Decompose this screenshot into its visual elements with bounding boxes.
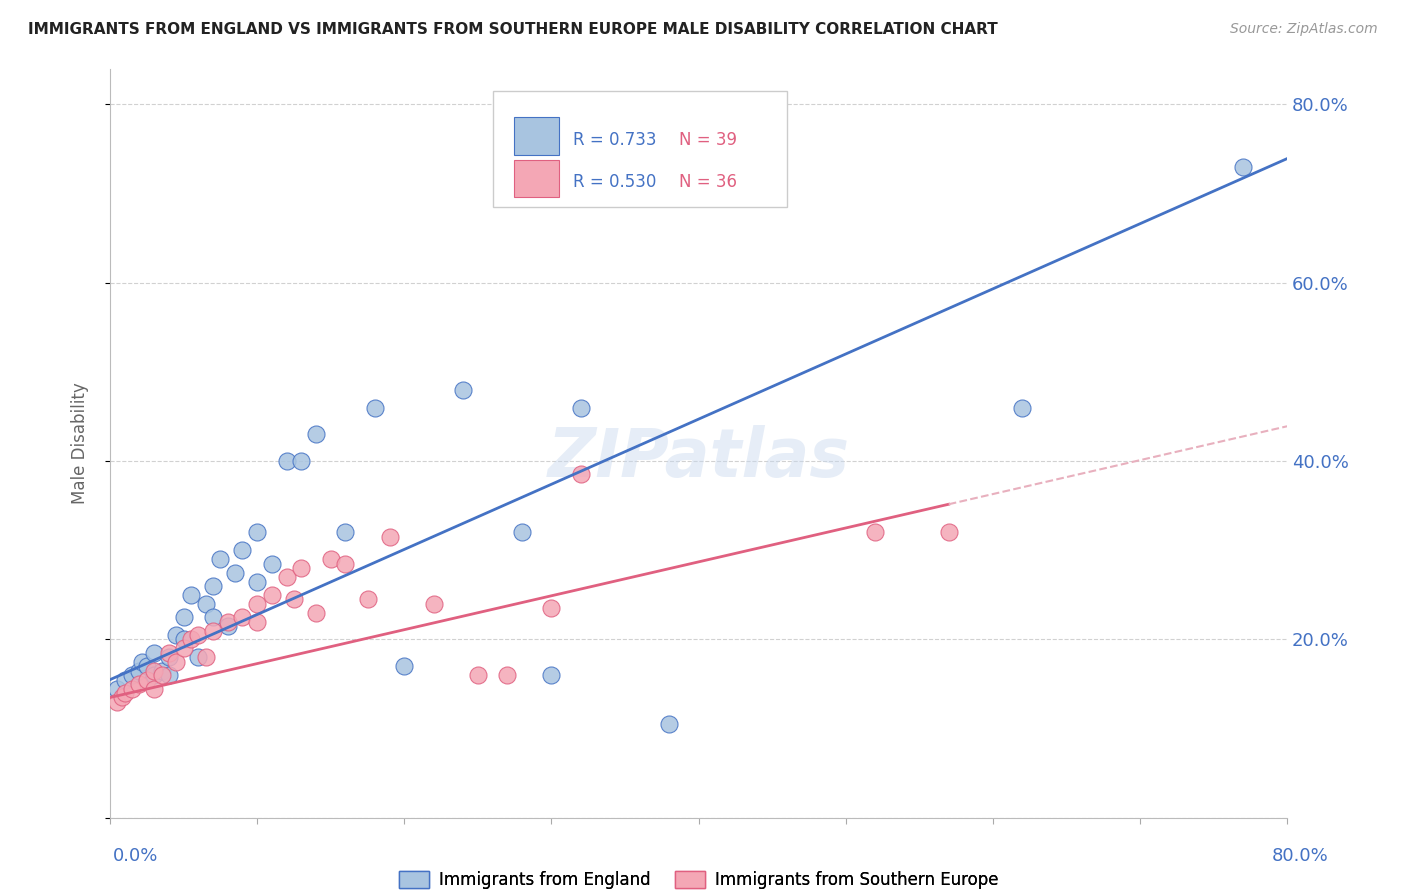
Point	[335, 525, 357, 540]
Point	[423, 597, 446, 611]
Point	[143, 664, 166, 678]
FancyBboxPatch shape	[513, 160, 558, 197]
Point	[194, 597, 217, 611]
Text: 80.0%: 80.0%	[1272, 847, 1329, 864]
Point	[143, 668, 166, 682]
Point	[180, 632, 202, 647]
Point	[111, 690, 134, 705]
Point	[209, 552, 232, 566]
Point	[290, 561, 312, 575]
Point	[246, 574, 269, 589]
Point	[135, 673, 157, 687]
Y-axis label: Male Disability: Male Disability	[72, 383, 89, 504]
Point	[1232, 160, 1254, 174]
Point	[107, 695, 129, 709]
Point	[187, 650, 209, 665]
Point	[260, 588, 283, 602]
Point	[246, 597, 269, 611]
Point	[202, 624, 225, 638]
Text: Source: ZipAtlas.com: Source: ZipAtlas.com	[1230, 22, 1378, 37]
Point	[202, 579, 225, 593]
Point	[180, 588, 202, 602]
Point	[319, 552, 342, 566]
Point	[510, 525, 533, 540]
Point	[335, 557, 357, 571]
Point	[157, 646, 180, 660]
Point	[378, 530, 401, 544]
Point	[938, 525, 960, 540]
Point	[157, 668, 180, 682]
Point	[246, 525, 269, 540]
Point	[121, 668, 143, 682]
Point	[187, 628, 209, 642]
Point	[173, 632, 195, 647]
Point	[128, 677, 150, 691]
Text: ZIPatlas: ZIPatlas	[547, 425, 849, 491]
Point	[290, 454, 312, 468]
Point	[569, 467, 592, 482]
Point	[305, 606, 328, 620]
Text: R = 0.733: R = 0.733	[572, 131, 657, 149]
Point	[394, 659, 416, 673]
Point	[150, 668, 173, 682]
Point	[540, 601, 562, 615]
Text: 0.0%: 0.0%	[112, 847, 157, 864]
Point	[194, 650, 217, 665]
Point	[276, 570, 298, 584]
Text: IMMIGRANTS FROM ENGLAND VS IMMIGRANTS FROM SOUTHERN EUROPE MALE DISABILITY CORRE: IMMIGRANTS FROM ENGLAND VS IMMIGRANTS FR…	[28, 22, 998, 37]
Text: N = 36: N = 36	[679, 173, 737, 192]
Point	[364, 401, 387, 415]
Point	[1011, 401, 1033, 415]
FancyBboxPatch shape	[492, 91, 787, 207]
Point	[658, 717, 681, 731]
Point	[114, 686, 136, 700]
Point	[231, 543, 253, 558]
Point	[260, 557, 283, 571]
Point	[283, 592, 305, 607]
Point	[305, 427, 328, 442]
Text: N = 39: N = 39	[679, 131, 737, 149]
Point	[451, 383, 474, 397]
Point	[131, 655, 153, 669]
Point	[121, 681, 143, 696]
Point	[217, 619, 239, 633]
Point	[143, 646, 166, 660]
Point	[202, 610, 225, 624]
Point	[467, 668, 489, 682]
Point	[150, 664, 173, 678]
Point	[135, 659, 157, 673]
Point	[569, 401, 592, 415]
Point	[107, 681, 129, 696]
Point	[863, 525, 886, 540]
Point	[540, 668, 562, 682]
Point	[231, 610, 253, 624]
Point	[276, 454, 298, 468]
Point	[157, 650, 180, 665]
Point	[496, 668, 519, 682]
Point	[165, 655, 187, 669]
Point	[165, 628, 187, 642]
Point	[128, 664, 150, 678]
Point	[173, 610, 195, 624]
FancyBboxPatch shape	[513, 117, 558, 154]
Point	[217, 615, 239, 629]
Text: R = 0.530: R = 0.530	[572, 173, 657, 192]
Point	[173, 641, 195, 656]
Point	[246, 615, 269, 629]
Point	[114, 673, 136, 687]
Point	[356, 592, 378, 607]
Point	[224, 566, 246, 580]
Legend: Immigrants from England, Immigrants from Southern Europe: Immigrants from England, Immigrants from…	[392, 864, 1005, 892]
Point	[143, 681, 166, 696]
